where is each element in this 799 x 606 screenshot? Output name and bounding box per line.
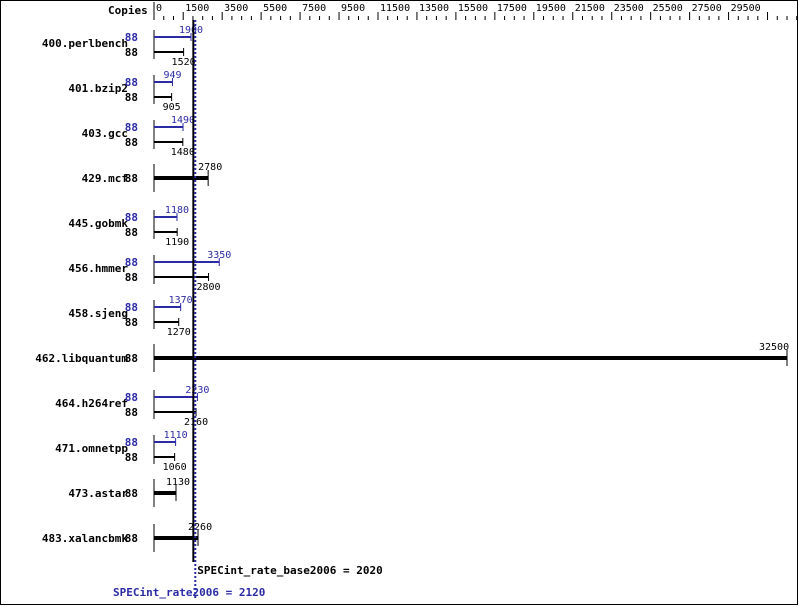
x-tick-label: 25500 xyxy=(653,3,683,14)
peak-copies: 88 xyxy=(125,256,138,269)
peak-copies: 88 xyxy=(125,391,138,404)
benchmark-label: 464.h264ref xyxy=(55,397,128,410)
peak-copies: 88 xyxy=(125,76,138,89)
x-tick-label: 15500 xyxy=(458,3,488,14)
base-copies: 88 xyxy=(125,226,138,239)
peak-copies: 88 xyxy=(125,436,138,449)
peak-value-label: 3350 xyxy=(207,250,231,261)
base-value-label: 1520 xyxy=(172,57,196,68)
base-value-label: 2780 xyxy=(198,162,222,173)
benchmark-label: 403.gcc xyxy=(82,127,128,140)
benchmark-label: 483.xalancbmk xyxy=(42,532,128,545)
x-tick-label: 9500 xyxy=(341,3,365,14)
base-value-label: 2260 xyxy=(188,522,212,533)
base-value-label: 1270 xyxy=(167,327,191,338)
x-tick-label: 23500 xyxy=(614,3,644,14)
peak-copies: 88 xyxy=(125,211,138,224)
base-copies: 88 xyxy=(125,172,138,185)
base-copies: 88 xyxy=(125,91,138,104)
x-tick-label: 19500 xyxy=(536,3,566,14)
x-tick-label: 13500 xyxy=(419,3,449,14)
peak-mean-label: SPECint_rate2006 = 2120 xyxy=(113,586,265,599)
peak-copies: 88 xyxy=(125,121,138,134)
base-copies: 88 xyxy=(125,451,138,464)
base-copies: 88 xyxy=(125,532,138,545)
x-tick-label: 17500 xyxy=(497,3,527,14)
base-value-label: 2800 xyxy=(196,282,220,293)
peak-copies: 88 xyxy=(125,301,138,314)
benchmark-label: 462.libquantum xyxy=(35,352,128,365)
benchmark-label: 473.astar xyxy=(68,487,128,500)
peak-value-label: 1180 xyxy=(165,205,189,216)
x-tick-label: 21500 xyxy=(575,3,605,14)
benchmark-label: 429.mcf xyxy=(82,172,128,185)
base-value-label: 32500 xyxy=(759,342,789,353)
peak-value-label: 949 xyxy=(163,70,181,81)
x-tick-label: 7500 xyxy=(302,3,326,14)
base-mean-label: SPECint_rate_base2006 = 2020 xyxy=(197,564,382,577)
peak-value-label: 1370 xyxy=(169,295,193,306)
x-tick-label: 1500 xyxy=(185,3,209,14)
x-tick-label: 27500 xyxy=(692,3,722,14)
x-tick-label: 0 xyxy=(156,3,162,14)
x-tick-label: 3500 xyxy=(224,3,248,14)
base-value-label: 905 xyxy=(163,102,181,113)
base-value-label: 1130 xyxy=(166,477,190,488)
base-copies: 88 xyxy=(125,46,138,59)
base-copies: 88 xyxy=(125,487,138,500)
x-tick-label: 5500 xyxy=(263,3,287,14)
copies-header: Copies xyxy=(108,4,148,17)
x-tick-label: 29500 xyxy=(731,3,761,14)
benchmark-label: 400.perlbench xyxy=(42,37,128,50)
x-tick-label: 11500 xyxy=(380,3,410,14)
peak-copies: 88 xyxy=(125,31,138,44)
base-value-label: 1190 xyxy=(165,237,189,248)
peak-value-label: 1900 xyxy=(179,25,203,36)
peak-value-label: 2230 xyxy=(185,385,209,396)
benchmark-label: 458.sjeng xyxy=(68,307,128,320)
benchmark-label: 471.omnetpp xyxy=(55,442,128,455)
base-value-label: 2160 xyxy=(184,417,208,428)
base-copies: 88 xyxy=(125,136,138,149)
base-value-label: 1060 xyxy=(163,462,187,473)
base-copies: 88 xyxy=(125,352,138,365)
benchmark-label: 401.bzip2 xyxy=(68,82,128,95)
base-copies: 88 xyxy=(125,316,138,329)
base-copies: 88 xyxy=(125,271,138,284)
benchmark-label: 445.gobmk xyxy=(68,217,128,230)
peak-value-label: 1490 xyxy=(171,115,195,126)
base-value-label: 1480 xyxy=(171,147,195,158)
benchmark-label: 456.hmmer xyxy=(68,262,128,275)
base-copies: 88 xyxy=(125,406,138,419)
peak-value-label: 1110 xyxy=(164,430,188,441)
